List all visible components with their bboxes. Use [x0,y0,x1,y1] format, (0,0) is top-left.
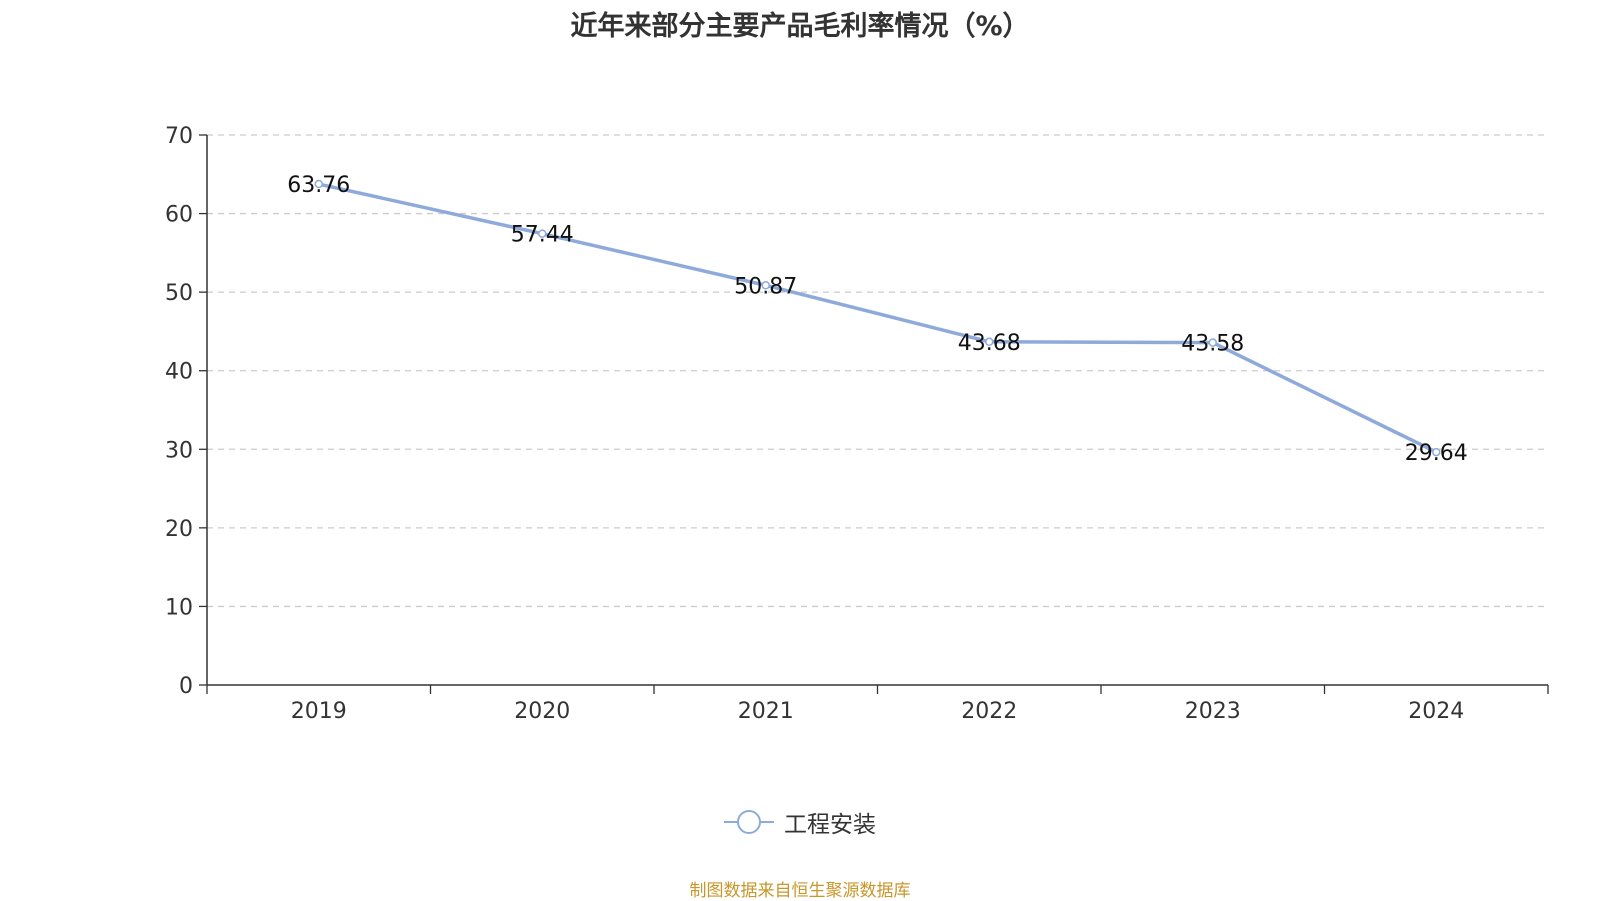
data-point[interactable] [761,281,770,290]
source-note: 制图数据来自恒生聚源数据库 [689,881,911,901]
y-tick-label: 70 [165,124,193,149]
data-point[interactable] [1208,338,1217,347]
chart-title: 近年来部分主要产品毛利率情况（%） [570,11,1030,42]
x-tick-label: 2021 [738,699,794,724]
data-point[interactable] [985,337,994,347]
data-point[interactable] [314,179,323,189]
data-point[interactable] [1432,447,1441,457]
y-tick-label: 0 [179,674,193,699]
y-tick-label: 20 [165,517,193,542]
data-label: 43.58 [1181,332,1244,357]
y-tick-label: 30 [165,438,193,463]
data-labels: 63.76 57.44 50.87 43.68 43.58 29.64 [287,173,1467,466]
series-layer [314,179,1441,457]
x-tick-label: 2023 [1185,699,1241,724]
line-marker-icon [724,810,774,834]
data-label: 43.68 [958,331,1021,356]
x-tick-label: 2022 [961,699,1017,724]
y-tick-label: 10 [165,595,193,620]
legend-label: 工程安装 [784,812,876,838]
data-point[interactable] [538,229,547,238]
y-tick-label: 50 [165,281,193,306]
data-label: 29.64 [1405,441,1468,466]
y-tick-label: 40 [165,360,193,385]
data-label: 57.44 [511,223,574,248]
gridlines [207,134,1548,608]
data-label: 50.87 [734,274,797,299]
x-tick-label: 2019 [291,699,347,724]
series-line [318,182,1438,454]
data-label: 63.76 [287,173,350,198]
y-tick-label: 60 [165,203,193,228]
legend-item[interactable]: 工程安装 [724,805,876,839]
x-tick-label: 2020 [514,699,570,724]
axes: 0 10 20 30 40 50 60 70 2019 2020 2021 2022 2023 2024 [165,124,1549,724]
legend: 工程安装 [0,805,1600,841]
x-tick-label: 2024 [1408,699,1464,724]
